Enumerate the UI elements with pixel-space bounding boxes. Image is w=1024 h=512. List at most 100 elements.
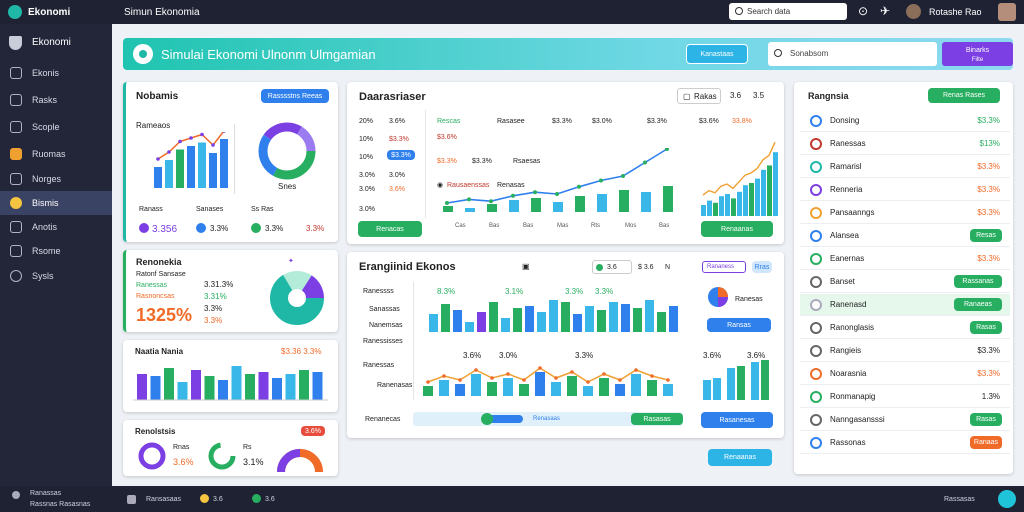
filter-chip[interactable]: 3.6 <box>592 260 632 274</box>
top-value: 3.1% <box>505 287 524 296</box>
bar <box>477 312 486 332</box>
bar <box>731 198 736 216</box>
point <box>621 174 625 178</box>
value: 3.0% <box>389 172 405 179</box>
bar <box>245 374 255 400</box>
footer-text: Ranassas <box>30 490 62 497</box>
sidebar-item-5[interactable]: Bismis <box>0 191 112 215</box>
sidebar-item-label: Anotis <box>32 222 58 232</box>
row-pill: Resas <box>970 229 1002 242</box>
search-input[interactable]: Search data <box>729 3 847 20</box>
ranking-row[interactable]: Rangieis $3.3% <box>800 340 1010 362</box>
point <box>511 193 515 198</box>
ranking-row[interactable]: Ranonglasis Rasas <box>800 317 1010 339</box>
row-icon <box>810 115 822 127</box>
bar <box>204 376 215 400</box>
axis-label: Ranessss <box>363 288 394 295</box>
card-title: Erangiinid Ekonos <box>359 261 456 273</box>
ranking-row[interactable]: Ranenasd Ranaeas <box>800 294 1010 316</box>
ranking-row[interactable]: Alansea Resas <box>800 225 1010 247</box>
bar <box>177 382 188 400</box>
sidebar-item-1[interactable]: Rasks <box>0 88 112 112</box>
tab-main[interactable]: ▢ Rakas <box>677 88 721 104</box>
card-badge[interactable]: Rasssstns Reeas <box>261 89 329 103</box>
footer-text[interactable]: Ransasaas <box>146 496 182 503</box>
image-icon[interactable]: ▣ <box>522 262 530 271</box>
footer-text[interactable]: 3.6 <box>213 496 223 503</box>
button-label: Rasanesas <box>719 416 755 424</box>
chip-label: 3.6 <box>607 264 617 271</box>
ranking-row[interactable]: Noarasnia $3.3% <box>800 363 1010 385</box>
bell-icon[interactable]: ✈ <box>880 4 891 18</box>
search-icon <box>735 7 743 15</box>
point <box>665 148 669 151</box>
badge-outline[interactable]: Rananess <box>702 261 746 273</box>
row-label: Donsing <box>830 116 860 125</box>
slider-end-pill[interactable]: Rasasas <box>631 413 683 425</box>
top-menu[interactable]: Simun Ekonomia <box>124 7 200 18</box>
ranking-row[interactable]: Ramarisl $3.3% <box>800 156 1010 178</box>
row-label: Renneria <box>830 185 863 194</box>
bar <box>657 312 666 332</box>
button-label: Renacas <box>376 225 404 233</box>
ranking-row[interactable]: Ronmanapig 1.3% <box>800 386 1010 408</box>
line-value: 3.6% <box>703 351 722 360</box>
filter-button[interactable]: Binarks Filte <box>942 42 1013 66</box>
footer-text[interactable]: 3.6 <box>265 496 275 503</box>
bar <box>701 205 706 216</box>
ranking-row[interactable]: Ranessas $13% <box>800 133 1010 155</box>
footer-text[interactable]: Rassasas <box>944 496 975 503</box>
ranking-row[interactable]: Nanngasansssi Rasas <box>800 409 1010 431</box>
help-fab-icon[interactable] <box>998 490 1016 508</box>
bar <box>615 384 625 396</box>
control-label[interactable]: $ 3.6 <box>638 264 654 271</box>
slider-handle[interactable] <box>481 413 493 425</box>
sidebar-item-label: Scople <box>32 122 60 132</box>
range-slider[interactable]: Renasaas Rasasas <box>413 412 683 426</box>
growth-bottom-button[interactable]: Rasanesas <box>701 412 773 428</box>
ranking-row[interactable]: Donsing $3.3% <box>800 110 1010 132</box>
badge-soft[interactable]: Rras <box>752 261 772 273</box>
export-button[interactable]: Renaanas <box>708 449 772 466</box>
control-label[interactable]: N <box>665 264 671 271</box>
line-value: 3.0% <box>499 351 518 360</box>
dashboard-left-button[interactable]: Renacas <box>358 221 422 237</box>
user-avatar[interactable] <box>906 4 921 19</box>
sidebar-item-7[interactable]: Rsome <box>0 239 112 263</box>
legend-item: Rsaesas <box>513 158 541 165</box>
mini-donut-green <box>208 442 236 470</box>
bar <box>455 384 465 396</box>
sidebar-item-3[interactable]: Ruomas <box>0 142 112 166</box>
row-value: $3.3% <box>977 254 1000 263</box>
ranking-row[interactable]: Renneria $3.3% <box>800 179 1010 201</box>
ranking-row[interactable]: Rassonas Ranaas <box>800 432 1010 454</box>
ranking-row[interactable]: Banset Rassanas <box>800 271 1010 293</box>
ranking-row[interactable]: Eanernas $3.3% <box>800 248 1010 270</box>
footer-avatar <box>12 491 20 499</box>
row-label: Ronmanapig <box>830 392 876 401</box>
sidebar-item-2[interactable]: Scople <box>0 115 112 139</box>
sidebar-item-4[interactable]: Norges <box>0 167 112 191</box>
banner-button[interactable]: Kanastaas <box>686 44 748 64</box>
user-name[interactable]: Rotashe Rao <box>929 7 982 17</box>
profile-avatar[interactable] <box>998 3 1016 21</box>
tab-value[interactable]: 3.5 <box>753 91 765 100</box>
growth-action-button[interactable]: Ransas <box>707 318 771 332</box>
shield-icon <box>9 36 22 50</box>
rankings-badge[interactable]: Renas Rases <box>928 88 1000 103</box>
summary-stat: 3.3% <box>204 304 223 313</box>
sidebar-item-0[interactable]: Ekonis <box>0 61 112 85</box>
ranking-row[interactable]: Pansaanngs $3.3% <box>800 202 1010 224</box>
banner-search-input[interactable]: Sonabsom <box>768 42 937 66</box>
briefcase-icon <box>127 495 136 504</box>
sidebar-item-6[interactable]: Anotis <box>0 215 112 239</box>
help-icon[interactable]: ⊙ <box>858 4 869 18</box>
bar <box>599 378 609 396</box>
bar <box>619 190 629 212</box>
slider-label: Renasaas <box>533 416 561 422</box>
bar <box>285 374 296 400</box>
sidebar-item-8[interactable]: Sysls <box>0 264 112 288</box>
dashboard-right-button[interactable]: Renaanas <box>701 221 773 237</box>
tab-value[interactable]: 3.6 <box>730 91 742 100</box>
point <box>200 132 204 137</box>
